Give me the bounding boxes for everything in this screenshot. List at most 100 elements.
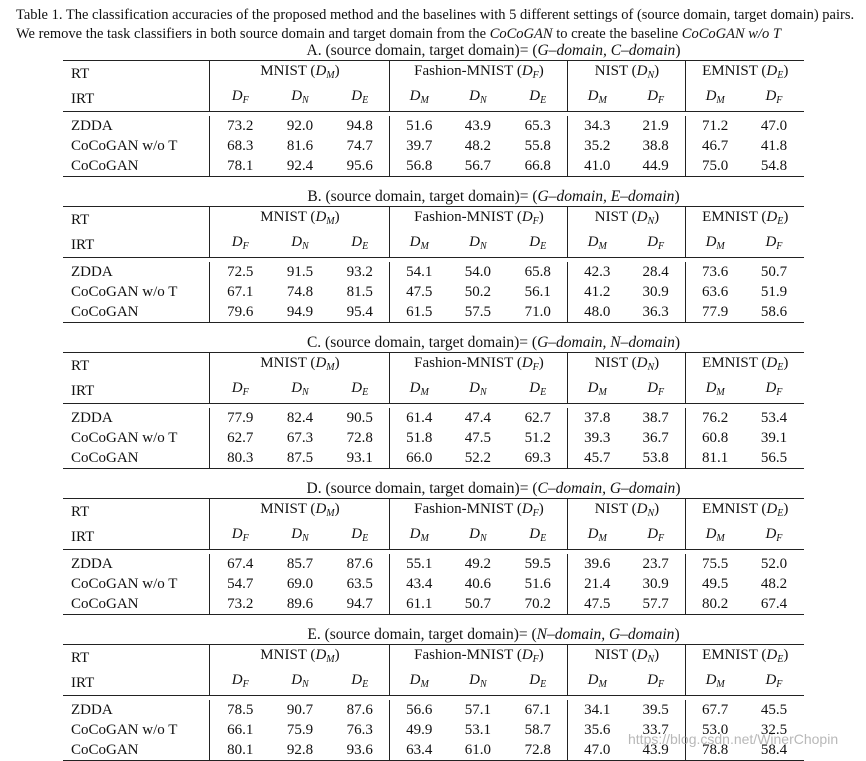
irt-domain-header: DN xyxy=(269,670,330,696)
accuracy-cell: 21.4 xyxy=(567,574,626,594)
rt-label: RT xyxy=(63,498,210,524)
accuracy-cell: 38.7 xyxy=(642,410,669,426)
irt-domain-header: DF xyxy=(209,378,270,404)
accuracy-cell: 61.1 xyxy=(389,594,448,615)
irt-domain-header: DF xyxy=(625,378,686,404)
accuracy-table: RT MNIST (DM) Fashion-MNIST (DF) NIST (DN) E… xyxy=(63,498,804,615)
irt-header-row: IRT DF DN DE DM DN DE DM DF DM DF xyxy=(63,670,804,696)
table-row: ZDDA 73.2 92.0 94.8 51.6 43.9 65.3 34.3 21.9 71.2… xyxy=(63,116,804,136)
accuracy-cell: 62.7 xyxy=(209,428,270,448)
irt-label: IRT xyxy=(63,232,210,258)
irt-domain-header: DF xyxy=(625,232,686,258)
accuracy-cell: 67.4 xyxy=(743,594,804,615)
accuracy-cell: 48.2 xyxy=(760,576,788,592)
accuracy-cell: 54.0 xyxy=(464,264,492,280)
block-title: E. (source domain, target domain)= (N–do… xyxy=(307,626,680,643)
irt-domain-header: DN xyxy=(269,232,330,258)
accuracy-cell: 36.7 xyxy=(642,430,669,446)
irt-domain-header: DM xyxy=(567,378,626,404)
caption-baseline-name: CoCoGAN w/o T xyxy=(681,26,781,42)
accuracy-cell: 91.5 xyxy=(286,264,314,280)
accuracy-cell: 50.2 xyxy=(464,284,492,300)
method-name: CoCoGAN xyxy=(63,448,210,469)
method-name: ZDDA xyxy=(71,702,113,718)
accuracy-cell: 57.5 xyxy=(447,302,508,323)
irt-domain-header: DM xyxy=(685,378,744,404)
accuracy-cell: 39.1 xyxy=(760,430,788,446)
accuracy-cell: 41.8 xyxy=(760,138,788,154)
accuracy-cell: 45.5 xyxy=(760,702,788,718)
accuracy-cell: 55.1 xyxy=(389,554,448,574)
irt-domain-header: DF xyxy=(209,524,270,550)
dataset-group-header: MNIST (DM) xyxy=(209,206,390,232)
table-block: A. (source domain, target domain)= (G–do… xyxy=(63,42,804,177)
method-name: ZDDA xyxy=(71,264,113,280)
irt-domain-header: DM xyxy=(389,524,448,550)
accuracy-cell: 35.6 xyxy=(567,720,626,740)
accuracy-cell: 77.9 xyxy=(685,302,744,323)
rt-header-row: RT MNIST (DM) Fashion-MNIST (DF) NIST (DN) E… xyxy=(63,352,804,378)
accuracy-cell: 72.8 xyxy=(507,740,568,761)
accuracy-cell: 28.4 xyxy=(642,264,669,280)
accuracy-cell: 66.0 xyxy=(389,448,448,469)
accuracy-cell: 39.3 xyxy=(567,428,626,448)
accuracy-cell: 59.5 xyxy=(524,556,551,572)
accuracy-cell: 52.2 xyxy=(447,448,508,469)
rt-header-row: RT MNIST (DM) Fashion-MNIST (DF) NIST (DN) E… xyxy=(63,498,804,524)
accuracy-cell: 42.3 xyxy=(567,262,626,282)
accuracy-cell: 74.8 xyxy=(286,284,314,300)
accuracy-cell: 81.1 xyxy=(685,448,744,469)
accuracy-cell: 52.0 xyxy=(760,556,788,572)
accuracy-cell: 87.6 xyxy=(346,702,373,718)
irt-domain-header: DF xyxy=(743,524,804,550)
irt-domain-header: DM xyxy=(389,378,448,404)
block-title: C. (source domain, target domain)= (G–do… xyxy=(306,334,681,351)
irt-domain-header: DN xyxy=(447,524,508,550)
accuracy-cell: 56.8 xyxy=(389,156,448,177)
accuracy-cell: 68.3 xyxy=(209,136,270,156)
irt-domain-header: DN xyxy=(447,378,508,404)
accuracy-cell: 21.9 xyxy=(642,118,669,134)
dataset-group-header: MNIST (DM) xyxy=(209,644,390,670)
table-row: CoCoGAN w/o T 62.7 67.3 72.8 51.8 47.5 51.2 39.… xyxy=(63,428,804,448)
caption-method-name: CoCoGAN xyxy=(489,26,553,42)
accuracy-cell: 78.1 xyxy=(209,156,270,177)
accuracy-cell: 95.4 xyxy=(329,302,390,323)
accuracy-cell: 78.8 xyxy=(685,740,744,761)
irt-label: IRT xyxy=(63,86,210,112)
accuracy-cell: 93.6 xyxy=(329,740,390,761)
accuracy-cell: 33.7 xyxy=(642,722,669,738)
accuracy-cell: 69.0 xyxy=(286,576,314,592)
watermark: https://blog.csdn.net/WinerChopin xyxy=(628,731,839,747)
accuracy-cell: 72.8 xyxy=(346,430,373,446)
dataset-group-header: NIST (DN) xyxy=(567,206,686,232)
accuracy-cell: 63.6 xyxy=(685,282,744,302)
accuracy-cell: 62.7 xyxy=(524,410,551,426)
irt-domain-header: DM xyxy=(685,86,744,112)
irt-header-row: IRT DF DN DE DM DN DE DM DF DM DF xyxy=(63,232,804,258)
irt-domain-header: DM xyxy=(389,670,448,696)
accuracy-cell: 80.1 xyxy=(209,740,270,761)
table-block: B. (source domain, target domain)= (G–do… xyxy=(63,188,804,323)
accuracy-cell: 77.9 xyxy=(209,408,270,428)
accuracy-cell: 40.6 xyxy=(464,576,492,592)
accuracy-cell: 87.6 xyxy=(346,556,373,572)
method-name: ZDDA xyxy=(71,556,113,572)
block-title: A. (source domain, target domain)= (G–do… xyxy=(306,42,681,59)
accuracy-cell: 69.3 xyxy=(507,448,568,469)
table-row: ZDDA 67.4 85.7 87.6 55.1 49.2 59.5 39.6 23.7 75.5… xyxy=(63,554,804,574)
irt-domain-header: DF xyxy=(743,378,804,404)
accuracy-cell: 58.7 xyxy=(524,722,551,738)
dataset-group-header: Fashion-MNIST (DF) xyxy=(389,498,568,524)
accuracy-cell: 39.7 xyxy=(389,136,448,156)
table-block: C. (source domain, target domain)= (G–do… xyxy=(63,334,804,469)
accuracy-cell: 94.8 xyxy=(346,118,373,134)
accuracy-cell: 47.0 xyxy=(567,740,626,761)
accuracy-cell: 67.3 xyxy=(286,430,314,446)
accuracy-cell: 81.6 xyxy=(286,138,314,154)
dataset-group-header: EMNIST (DE) xyxy=(685,206,804,232)
accuracy-cell: 53.0 xyxy=(685,720,744,740)
irt-domain-header: DF xyxy=(209,86,270,112)
accuracy-cell: 48.2 xyxy=(464,138,492,154)
irt-domain-header: DE xyxy=(329,670,390,696)
